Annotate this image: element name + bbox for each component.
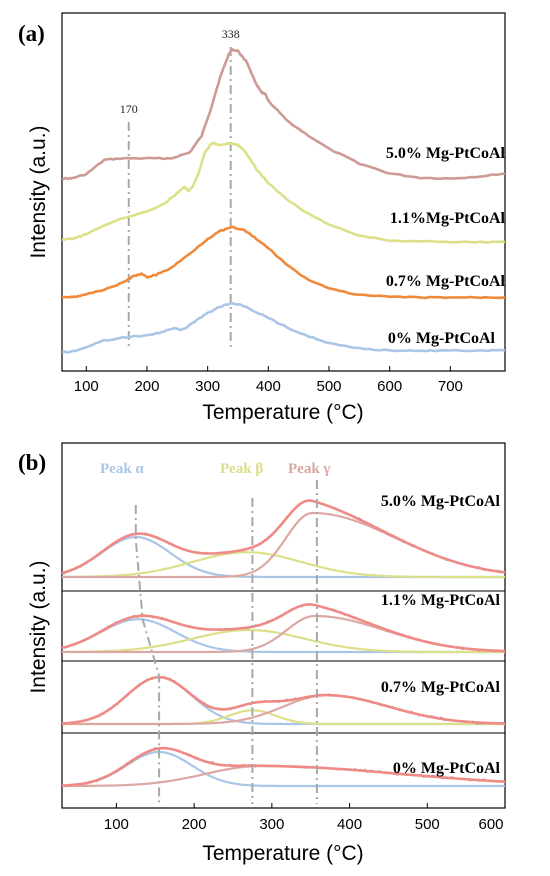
panel-a-label: (a): [18, 21, 45, 46]
panel-a-x-tick-label-400: 400: [256, 378, 281, 395]
panel-b-series-label-0.7: 0.7% Mg-PtCoAl: [381, 679, 501, 696]
panel-b-x-axis-title: Temperature (°C): [202, 842, 363, 865]
panel-a-reference-label-338: 338: [222, 27, 240, 41]
panel-b-sample-3-fit-curve: [61, 746, 506, 787]
panel-a-chart: (a) 170 338 100 200 300 400 500 600 700 5.0% Mg…: [18, 12, 506, 424]
panel-a-x-tick-label-700: 700: [438, 378, 463, 395]
panel-b-sample-0-fit-curve: [61, 499, 506, 575]
panel-a-x-tick-label-200: 200: [134, 378, 159, 395]
panel-a-series-label-0.7: 0.7% Mg-PtCoAl: [386, 273, 506, 290]
panel-b-x-tick-label-300: 300: [259, 816, 284, 833]
peak-alpha-label: Peak α: [100, 461, 144, 477]
panel-b-sample-1-fit-curve: [61, 603, 506, 653]
panel-a-series-line-3: [61, 301, 506, 354]
panel-a-reference-label-170: 170: [120, 102, 138, 116]
panel-a-series-line-1: [61, 141, 506, 244]
panel-a-reference-lines: 170 338: [120, 27, 240, 347]
panel-b-y-axis-title: Intensity (a.u.): [27, 560, 50, 693]
panel-a-series-label-0: 0% Mg-PtCoAl: [388, 330, 496, 347]
panel-a-series-group: [61, 47, 506, 354]
panel-a-series-line-2: [61, 225, 506, 300]
panel-a-x-ticks: 100 200 300 400 500 600 700: [74, 366, 463, 395]
panel-b-peak-guides: [134, 480, 318, 804]
panel-b-x-ticks: 100 200 300 400 500 600: [104, 803, 506, 833]
panel-b-x-tick-label-400: 400: [337, 816, 362, 833]
panel-a-x-tick-label-600: 600: [377, 378, 402, 395]
panel-b-x-tick-label-200: 200: [182, 816, 207, 833]
panel-a-series-label-1.1: 1.1%Mg-PtCoAl: [390, 210, 506, 227]
panel-a-y-axis-title: Intensity (a.u.): [27, 125, 50, 258]
panel-b-peak-alpha-guide: [134, 505, 161, 804]
panel-b-sample-0-peak-beta-curve: [62, 551, 505, 579]
panel-b-frame: [61, 442, 506, 809]
panel-a-series-line-0: [62, 47, 506, 181]
panel-b-sample-1-peak-alpha-curve: [61, 618, 505, 654]
panel-b-x-tick-label-600: 600: [478, 816, 503, 833]
panel-b-series-label-5.0: 5.0% Mg-PtCoAl: [381, 493, 501, 510]
panel-a-x-axis-title: Temperature (°C): [202, 401, 363, 424]
panel-b-x-tick-label-500: 500: [415, 816, 440, 833]
panel-b-x-tick-label-100: 100: [104, 816, 129, 833]
panel-a-x-tick-label-300: 300: [195, 378, 220, 395]
panel-b-label: (b): [18, 450, 46, 475]
panel-b-chart: (b) 100 200 300 400 500 600 Peak α Peak β Pea…: [18, 442, 506, 865]
panel-b-series-label-0: 0% Mg-PtCoAl: [393, 760, 501, 777]
panel-a-x-tick-label-100: 100: [74, 378, 99, 395]
panel-b-series-label-1.1: 1.1% Mg-PtCoAl: [381, 592, 501, 609]
panel-b-sample-2-fit-curve: [61, 675, 505, 725]
panel-a-x-tick-label-500: 500: [316, 378, 341, 395]
panel-a-frame: [61, 12, 506, 372]
panel-b-series-group: [61, 499, 506, 788]
peak-beta-label: Peak β: [220, 461, 263, 477]
peak-gamma-label: Peak γ: [288, 461, 330, 477]
panel-a-series-label-5.0: 5.0% Mg-PtCoAl: [386, 145, 506, 162]
